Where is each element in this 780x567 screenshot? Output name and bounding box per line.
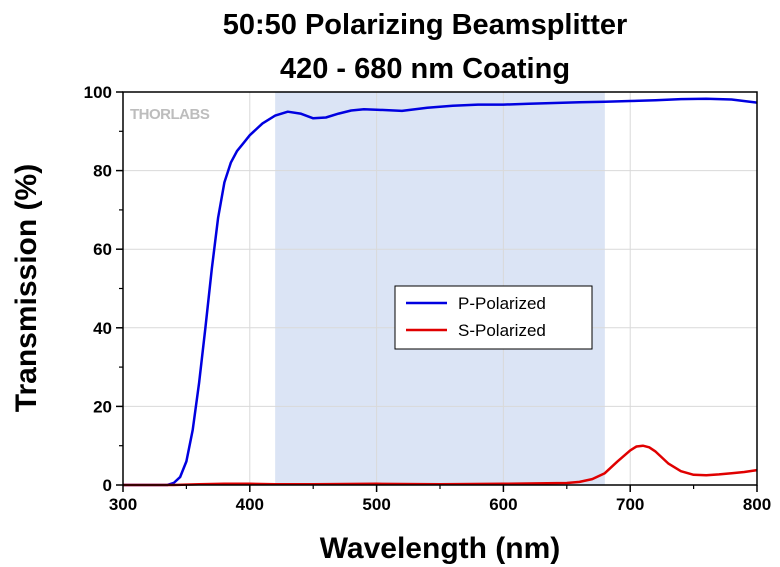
y-tick-label: 80 — [93, 162, 112, 181]
legend-entry: S-Polarized — [458, 321, 546, 340]
y-axis-label: Transmission (%) — [10, 164, 43, 412]
series-line-s-polarized — [123, 444, 758, 487]
x-tick-label: 600 — [489, 495, 517, 514]
y-tick-label: 40 — [93, 319, 112, 338]
x-tick-label: 700 — [616, 495, 644, 514]
data-series — [123, 97, 758, 487]
thorlabs-logo: THORLABS — [130, 106, 210, 123]
chart-title-line-1: 50:50 Polarizing Beamsplitter — [223, 9, 628, 41]
y-tick-label: 0 — [103, 476, 112, 495]
legend-entry: P-Polarized — [458, 294, 546, 313]
series-line-p-polarized — [123, 97, 758, 487]
x-tick-label: 300 — [109, 495, 137, 514]
legend: P-Polarized S-Polarized — [394, 285, 593, 350]
chart-title-line-2: 420 - 680 nm Coating — [280, 53, 570, 85]
legend-box — [394, 285, 593, 350]
axis-ticks: 300 400 500 600 700 800 0 20 40 60 80 100 — [84, 83, 772, 514]
y-tick-label: 60 — [93, 240, 112, 259]
thorlabs-watermark: THORLABS — [130, 106, 210, 123]
chart-title: 50:50 Polarizing Beamsplitter 420 - 680 … — [223, 9, 628, 85]
x-tick-label: 800 — [743, 495, 771, 514]
y-tick-label: 20 — [93, 397, 112, 416]
x-axis-label: Wavelength (nm) — [320, 532, 561, 565]
x-tick-label: 500 — [362, 495, 390, 514]
x-tick-label: 400 — [236, 495, 264, 514]
y-tick-label: 100 — [84, 83, 112, 102]
